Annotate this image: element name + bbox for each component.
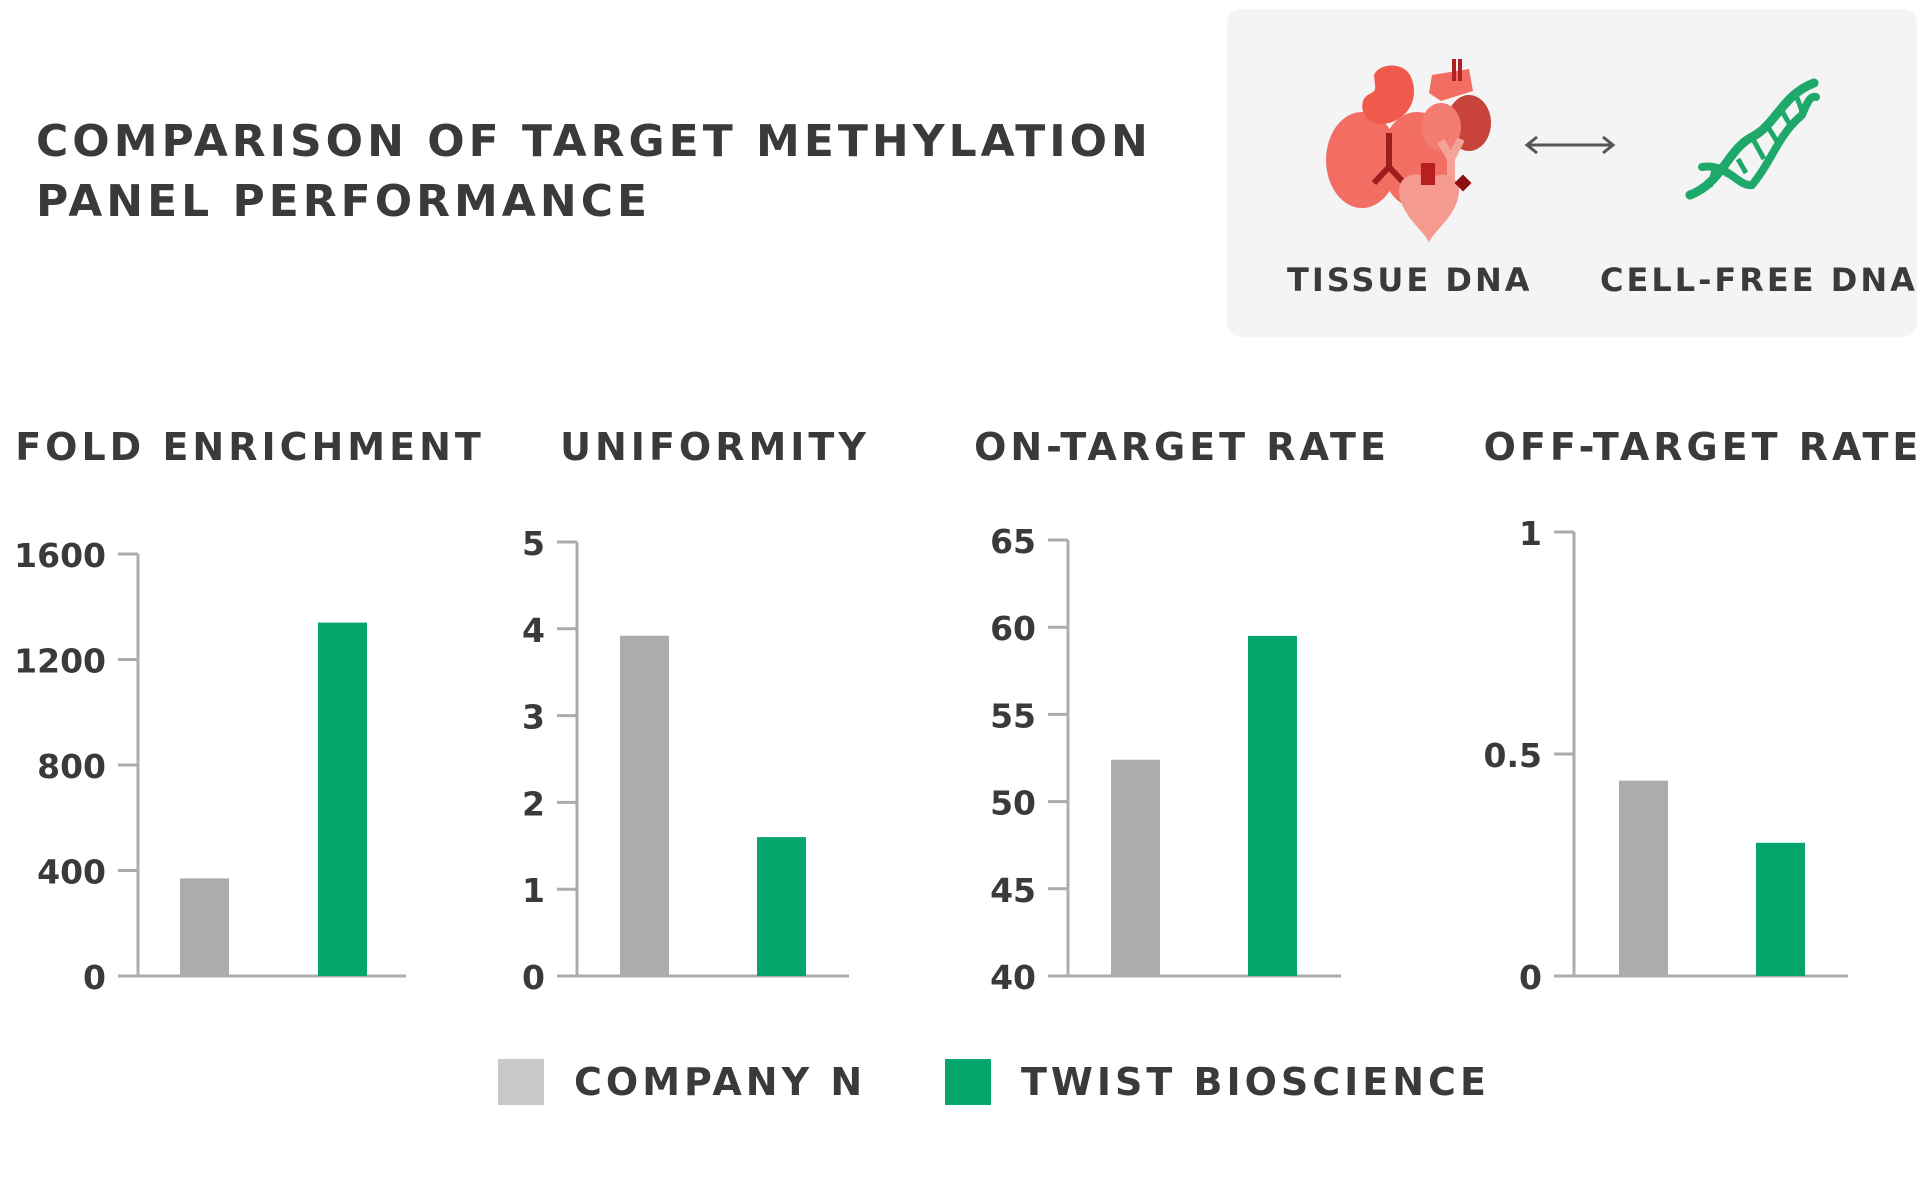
bar-company-n (1619, 780, 1668, 976)
y-tick-label: 0 (1519, 958, 1542, 997)
organs-icon (1326, 59, 1491, 243)
y-tick-label: 800 (37, 747, 106, 786)
y-tick-label: 4 (522, 611, 545, 650)
bar-twist (1248, 635, 1297, 976)
bar-company-n (1111, 759, 1160, 976)
y-tick-label: 2 (522, 784, 545, 823)
bar-company-n (620, 635, 669, 976)
title-line-1: COMPARISON OF TARGET METHYLATION (36, 116, 1152, 167)
legend-company-n: COMPANY N (498, 1058, 866, 1106)
chart-title-fold-enrichment: FOLD ENRICHMENT (15, 425, 485, 469)
title-line-2: PANEL PERFORMANCE (36, 176, 652, 227)
legend-swatch-company-n (498, 1059, 544, 1105)
y-tick-label: 1200 (14, 642, 106, 681)
y-tick-label: 0 (522, 958, 545, 997)
y-tick-label: 40 (990, 958, 1036, 997)
y-tick-label: 400 (37, 853, 106, 892)
tissue-dna-label: TISSUE DNA (1287, 261, 1533, 299)
dna-helix-icon (1685, 78, 1820, 200)
chart-title-off-target-rate: OFF-TARGET RATE (1483, 425, 1917, 469)
legend-swatch-twist (945, 1059, 991, 1105)
page-title: COMPARISON OF TARGET METHYLATION PANEL P… (36, 112, 1152, 232)
bar-twist (757, 837, 806, 976)
bar-twist (318, 622, 367, 976)
cell-free-dna-label: CELL-FREE DNA (1600, 261, 1917, 299)
y-tick-label: 45 (990, 871, 1036, 910)
y-tick-label: 65 (990, 522, 1036, 561)
legend-label-company-n: COMPANY N (574, 1060, 867, 1104)
legend-twist: TWIST BIOSCIENCE (945, 1058, 1490, 1106)
chart-title-on-target-rate: ON-TARGET RATE (974, 425, 1390, 469)
y-tick-label: 0 (83, 958, 106, 997)
y-tick-label: 1 (1519, 514, 1542, 553)
y-tick-label: 3 (522, 698, 545, 737)
y-tick-label: 50 (990, 784, 1036, 823)
chart-title-uniformity: UNIFORMITY (560, 425, 870, 469)
info-card: TISSUE DNA CELL-FREE DNA (1227, 9, 1917, 337)
y-tick-label: 1600 (14, 536, 106, 575)
double-arrow-icon (1524, 135, 1616, 155)
y-tick-label: 60 (990, 609, 1036, 648)
y-tick-label: 5 (522, 524, 545, 563)
y-tick-label: 55 (990, 696, 1036, 735)
y-tick-label: 1 (522, 871, 545, 910)
bar-company-n (180, 878, 229, 976)
legend-label-twist: TWIST BIOSCIENCE (1021, 1060, 1490, 1104)
y-tick-label: 0.5 (1484, 736, 1542, 775)
bar-twist (1756, 842, 1805, 976)
